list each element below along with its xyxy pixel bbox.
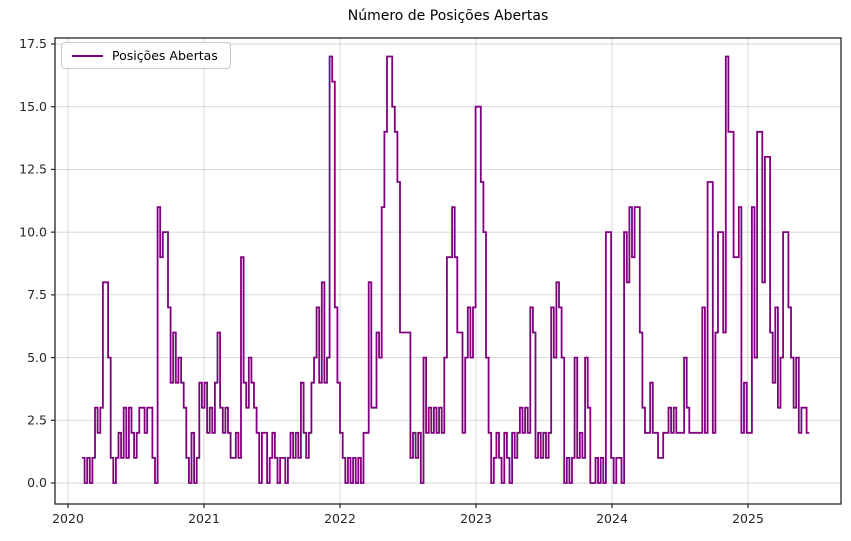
y-tick-label: 7.5 — [27, 287, 47, 302]
series-line — [82, 55, 810, 484]
y-tick-label: 5.0 — [27, 350, 47, 365]
x-tick-label: 2024 — [596, 511, 628, 526]
y-tick-label: 0.0 — [27, 475, 47, 490]
y-tick-label: 12.5 — [19, 162, 47, 177]
y-tick-label: 2.5 — [27, 412, 47, 427]
x-tick-label: 2020 — [52, 511, 84, 526]
axis-ticks — [51, 43, 749, 508]
x-tick-label: 2025 — [732, 511, 764, 526]
x-tick-label: 2023 — [460, 511, 492, 526]
y-tick-labels: 0.0 2.5 5.0 7.5 10.0 12.5 15.0 17.5 — [19, 36, 47, 490]
x-tick-label: 2021 — [188, 511, 220, 526]
chart-title: Número de Posições Abertas — [347, 8, 549, 24]
x-tick-labels: 2020 2021 2022 2023 2024 2025 — [52, 511, 764, 526]
y-tick-label: 17.5 — [19, 36, 47, 51]
y-tick-label: 15.0 — [19, 99, 47, 114]
legend: Posições Abertas — [61, 42, 231, 69]
legend-line-swatch — [72, 54, 103, 57]
axis-spines — [54, 37, 842, 505]
legend-label: Posições Abertas — [112, 48, 218, 63]
x-tick-label: 2022 — [324, 511, 356, 526]
y-tick-label: 10.0 — [19, 224, 47, 239]
